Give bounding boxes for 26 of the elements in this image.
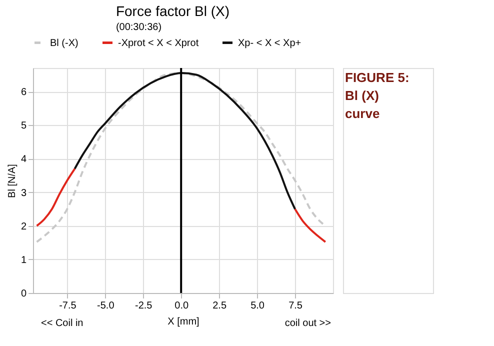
x-axis-title: X [mm]	[168, 316, 200, 328]
legend-label: -Xprot < X < Xprot	[118, 38, 199, 49]
y-tick-label: 2	[20, 221, 27, 232]
text: coil out >>	[284, 318, 332, 329]
x-tick-label: 0.0	[174, 300, 189, 312]
line-series	[36, 72, 326, 243]
y-tick-label: 1	[20, 254, 27, 266]
line-series	[74, 72, 296, 210]
chart-title: Force factor Bl (X)	[116, 3, 230, 19]
y-tick-label: 4	[20, 154, 27, 166]
x-tick-label: -7.5	[59, 300, 77, 312]
chart-subtitle: (00:30:36)	[116, 22, 162, 33]
caption: FIGURE 5: Bl (X) curve	[345, 70, 410, 121]
x-tick-label: -2.5	[135, 300, 153, 312]
y-axis-title: Bl [N/A]	[6, 164, 18, 198]
x-tick-label: -5.0	[97, 300, 115, 312]
legend-label: Xp- < X < Xp+	[238, 38, 302, 49]
text: << Coil in	[41, 318, 84, 329]
x-tick-label: 5.0	[250, 300, 265, 312]
x-tick-label: 2.5	[212, 300, 227, 312]
y-tick-label: 5	[20, 120, 27, 132]
y-tick-label: 3	[20, 188, 27, 199]
y-tick-label: 0	[20, 288, 27, 300]
legend-label: Bl (-X)	[50, 38, 78, 49]
x-tick-label: 7.5	[288, 300, 303, 312]
y-tick-label: 6	[20, 87, 27, 98]
